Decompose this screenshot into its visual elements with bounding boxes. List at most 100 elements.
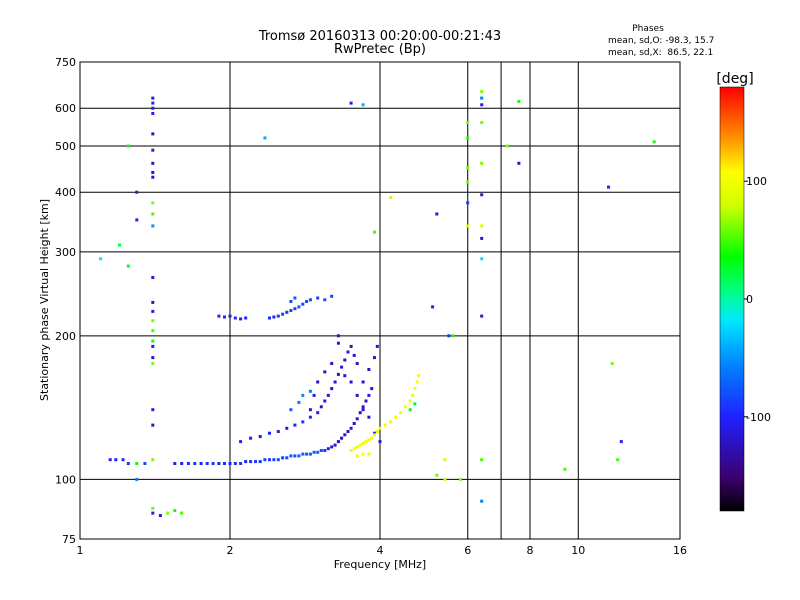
data-point xyxy=(480,224,484,228)
data-point xyxy=(173,509,177,513)
data-point xyxy=(417,374,421,378)
data-point xyxy=(239,462,243,465)
data-point xyxy=(135,190,139,194)
data-point xyxy=(336,372,340,376)
data-point xyxy=(297,305,301,309)
data-point xyxy=(193,462,197,465)
data-point xyxy=(151,458,155,462)
y-tick-label: 300 xyxy=(55,246,76,259)
data-point xyxy=(355,362,359,365)
data-point xyxy=(361,408,365,412)
data-point xyxy=(308,389,312,393)
data-point xyxy=(151,112,155,115)
data-point xyxy=(336,334,340,338)
colorbar-label: [deg] xyxy=(716,71,753,87)
data-point xyxy=(272,315,276,319)
data-point xyxy=(289,454,293,458)
data-point xyxy=(151,171,155,174)
data-point xyxy=(408,408,412,412)
data-point xyxy=(126,264,130,268)
data-point xyxy=(352,447,356,451)
data-point xyxy=(607,185,610,189)
data-point xyxy=(349,380,353,384)
data-point xyxy=(293,454,297,458)
data-point xyxy=(435,473,439,477)
data-point xyxy=(308,298,312,302)
data-point xyxy=(308,452,312,456)
data-point xyxy=(349,449,353,452)
data-point xyxy=(263,136,267,140)
data-point xyxy=(326,393,330,397)
data-point xyxy=(431,305,435,309)
data-point xyxy=(610,362,614,365)
data-point xyxy=(367,415,371,419)
data-point xyxy=(443,477,447,481)
data-point xyxy=(480,161,484,165)
data-point xyxy=(151,101,155,105)
data-point xyxy=(151,212,155,216)
colorbar-tick-label: 100 xyxy=(746,175,767,188)
data-point xyxy=(517,99,521,103)
data-point xyxy=(217,462,221,465)
data-point xyxy=(186,462,190,465)
data-point xyxy=(312,393,316,397)
colorbar-tick-label: 0 xyxy=(746,293,753,306)
data-point xyxy=(151,319,155,323)
phases-heading: Phases xyxy=(632,24,664,34)
colorbar xyxy=(719,86,745,512)
colorbar-tick-label: -100 xyxy=(746,411,771,424)
data-point xyxy=(408,399,412,403)
data-point xyxy=(319,449,323,452)
data-point xyxy=(340,436,344,440)
data-point xyxy=(458,477,462,481)
y-tick-label: 200 xyxy=(55,330,76,343)
data-point xyxy=(114,458,118,462)
data-point xyxy=(451,334,455,338)
data-point xyxy=(308,408,312,412)
data-point xyxy=(281,456,285,460)
data-point xyxy=(223,315,226,319)
data-point xyxy=(373,356,376,360)
data-point xyxy=(505,144,509,148)
data-point xyxy=(151,506,155,510)
data-point xyxy=(378,426,382,430)
data-point xyxy=(383,423,387,427)
data-point xyxy=(151,276,155,279)
x-tick-label: 6 xyxy=(464,544,471,557)
data-point xyxy=(99,257,103,261)
plot-frame xyxy=(79,61,681,540)
data-point xyxy=(151,96,155,100)
data-point xyxy=(358,443,362,447)
data-point xyxy=(355,445,359,449)
data-point xyxy=(151,161,155,165)
data-point xyxy=(126,144,130,148)
data-point xyxy=(151,423,155,427)
data-point xyxy=(258,460,262,464)
data-point xyxy=(349,426,353,430)
data-point xyxy=(480,90,484,94)
data-point xyxy=(355,454,359,458)
data-point xyxy=(346,350,350,354)
data-point xyxy=(289,300,293,303)
data-point xyxy=(619,440,623,444)
data-point xyxy=(205,462,209,465)
data-point xyxy=(293,296,297,300)
data-point xyxy=(151,362,155,365)
data-point xyxy=(151,201,155,205)
x-tick-label: 16 xyxy=(673,544,687,557)
data-point xyxy=(276,430,280,433)
data-point xyxy=(151,511,155,515)
x-axis-ticks: 1 2 4 6 8 10 16 xyxy=(77,544,688,557)
data-point xyxy=(373,433,376,437)
data-point xyxy=(285,456,289,460)
data-point xyxy=(180,462,184,465)
data-point xyxy=(389,420,393,424)
data-point xyxy=(228,314,232,318)
data-point xyxy=(316,380,320,384)
data-point xyxy=(121,458,125,462)
data-point xyxy=(258,435,262,438)
data-point xyxy=(466,201,470,205)
data-point xyxy=(323,298,327,302)
data-point xyxy=(244,316,248,320)
data-point xyxy=(394,415,398,419)
